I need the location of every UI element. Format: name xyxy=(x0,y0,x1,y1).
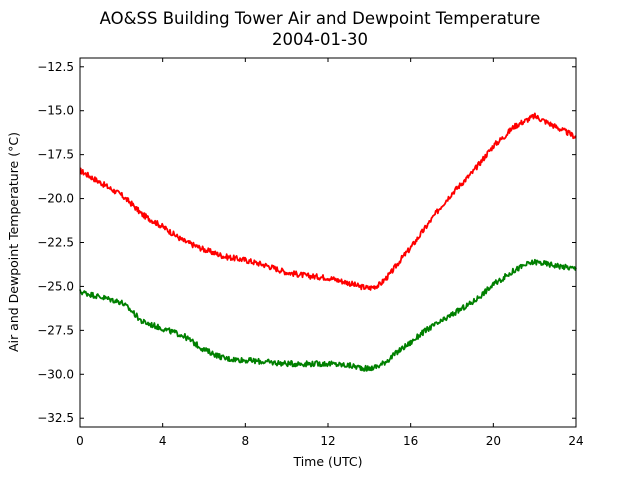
plot-background xyxy=(80,58,576,427)
x-axis: 0 4 8 12 16 20 24 xyxy=(76,58,584,448)
plot-frame xyxy=(79,57,577,428)
y-axis: −32.5 −30.0 −27.5 −25.0 −22.5 −20.0 −17.5 −15.0… xyxy=(37,60,576,425)
y-tick-label: −12.5 xyxy=(37,60,74,74)
plot-area xyxy=(80,58,576,427)
y-tick-label: −32.5 xyxy=(37,411,74,425)
x-tick-label: 16 xyxy=(403,434,418,448)
x-tick-label: 12 xyxy=(320,434,335,448)
y-tick-label: −15.0 xyxy=(37,104,74,118)
x-tick-label: 0 xyxy=(76,434,84,448)
series-layer xyxy=(79,112,577,372)
y-tick-label: −30.0 xyxy=(37,367,74,381)
x-tick-label: 4 xyxy=(159,434,167,448)
chart-subtitle: 2004-01-30 xyxy=(272,30,368,49)
y-tick-label: −25.0 xyxy=(37,279,74,293)
y-tick-label: −27.5 xyxy=(37,323,74,337)
y-tick-label: −22.5 xyxy=(37,236,74,250)
chart-title: AO&SS Building Tower Air and Dewpoint Te… xyxy=(100,9,541,28)
x-tick-label: 8 xyxy=(242,434,250,448)
y-tick-label: −17.5 xyxy=(37,148,74,162)
x-axis-label: Time (UTC) xyxy=(292,454,362,469)
y-axis-label: Air and Dewpoint Temperature (°C) xyxy=(6,132,21,352)
y-tick-label: −20.0 xyxy=(37,192,74,206)
series-line-1 xyxy=(79,112,577,291)
series-line-2 xyxy=(79,258,577,372)
x-tick-label: 20 xyxy=(486,434,501,448)
x-tick-label: 24 xyxy=(568,434,583,448)
